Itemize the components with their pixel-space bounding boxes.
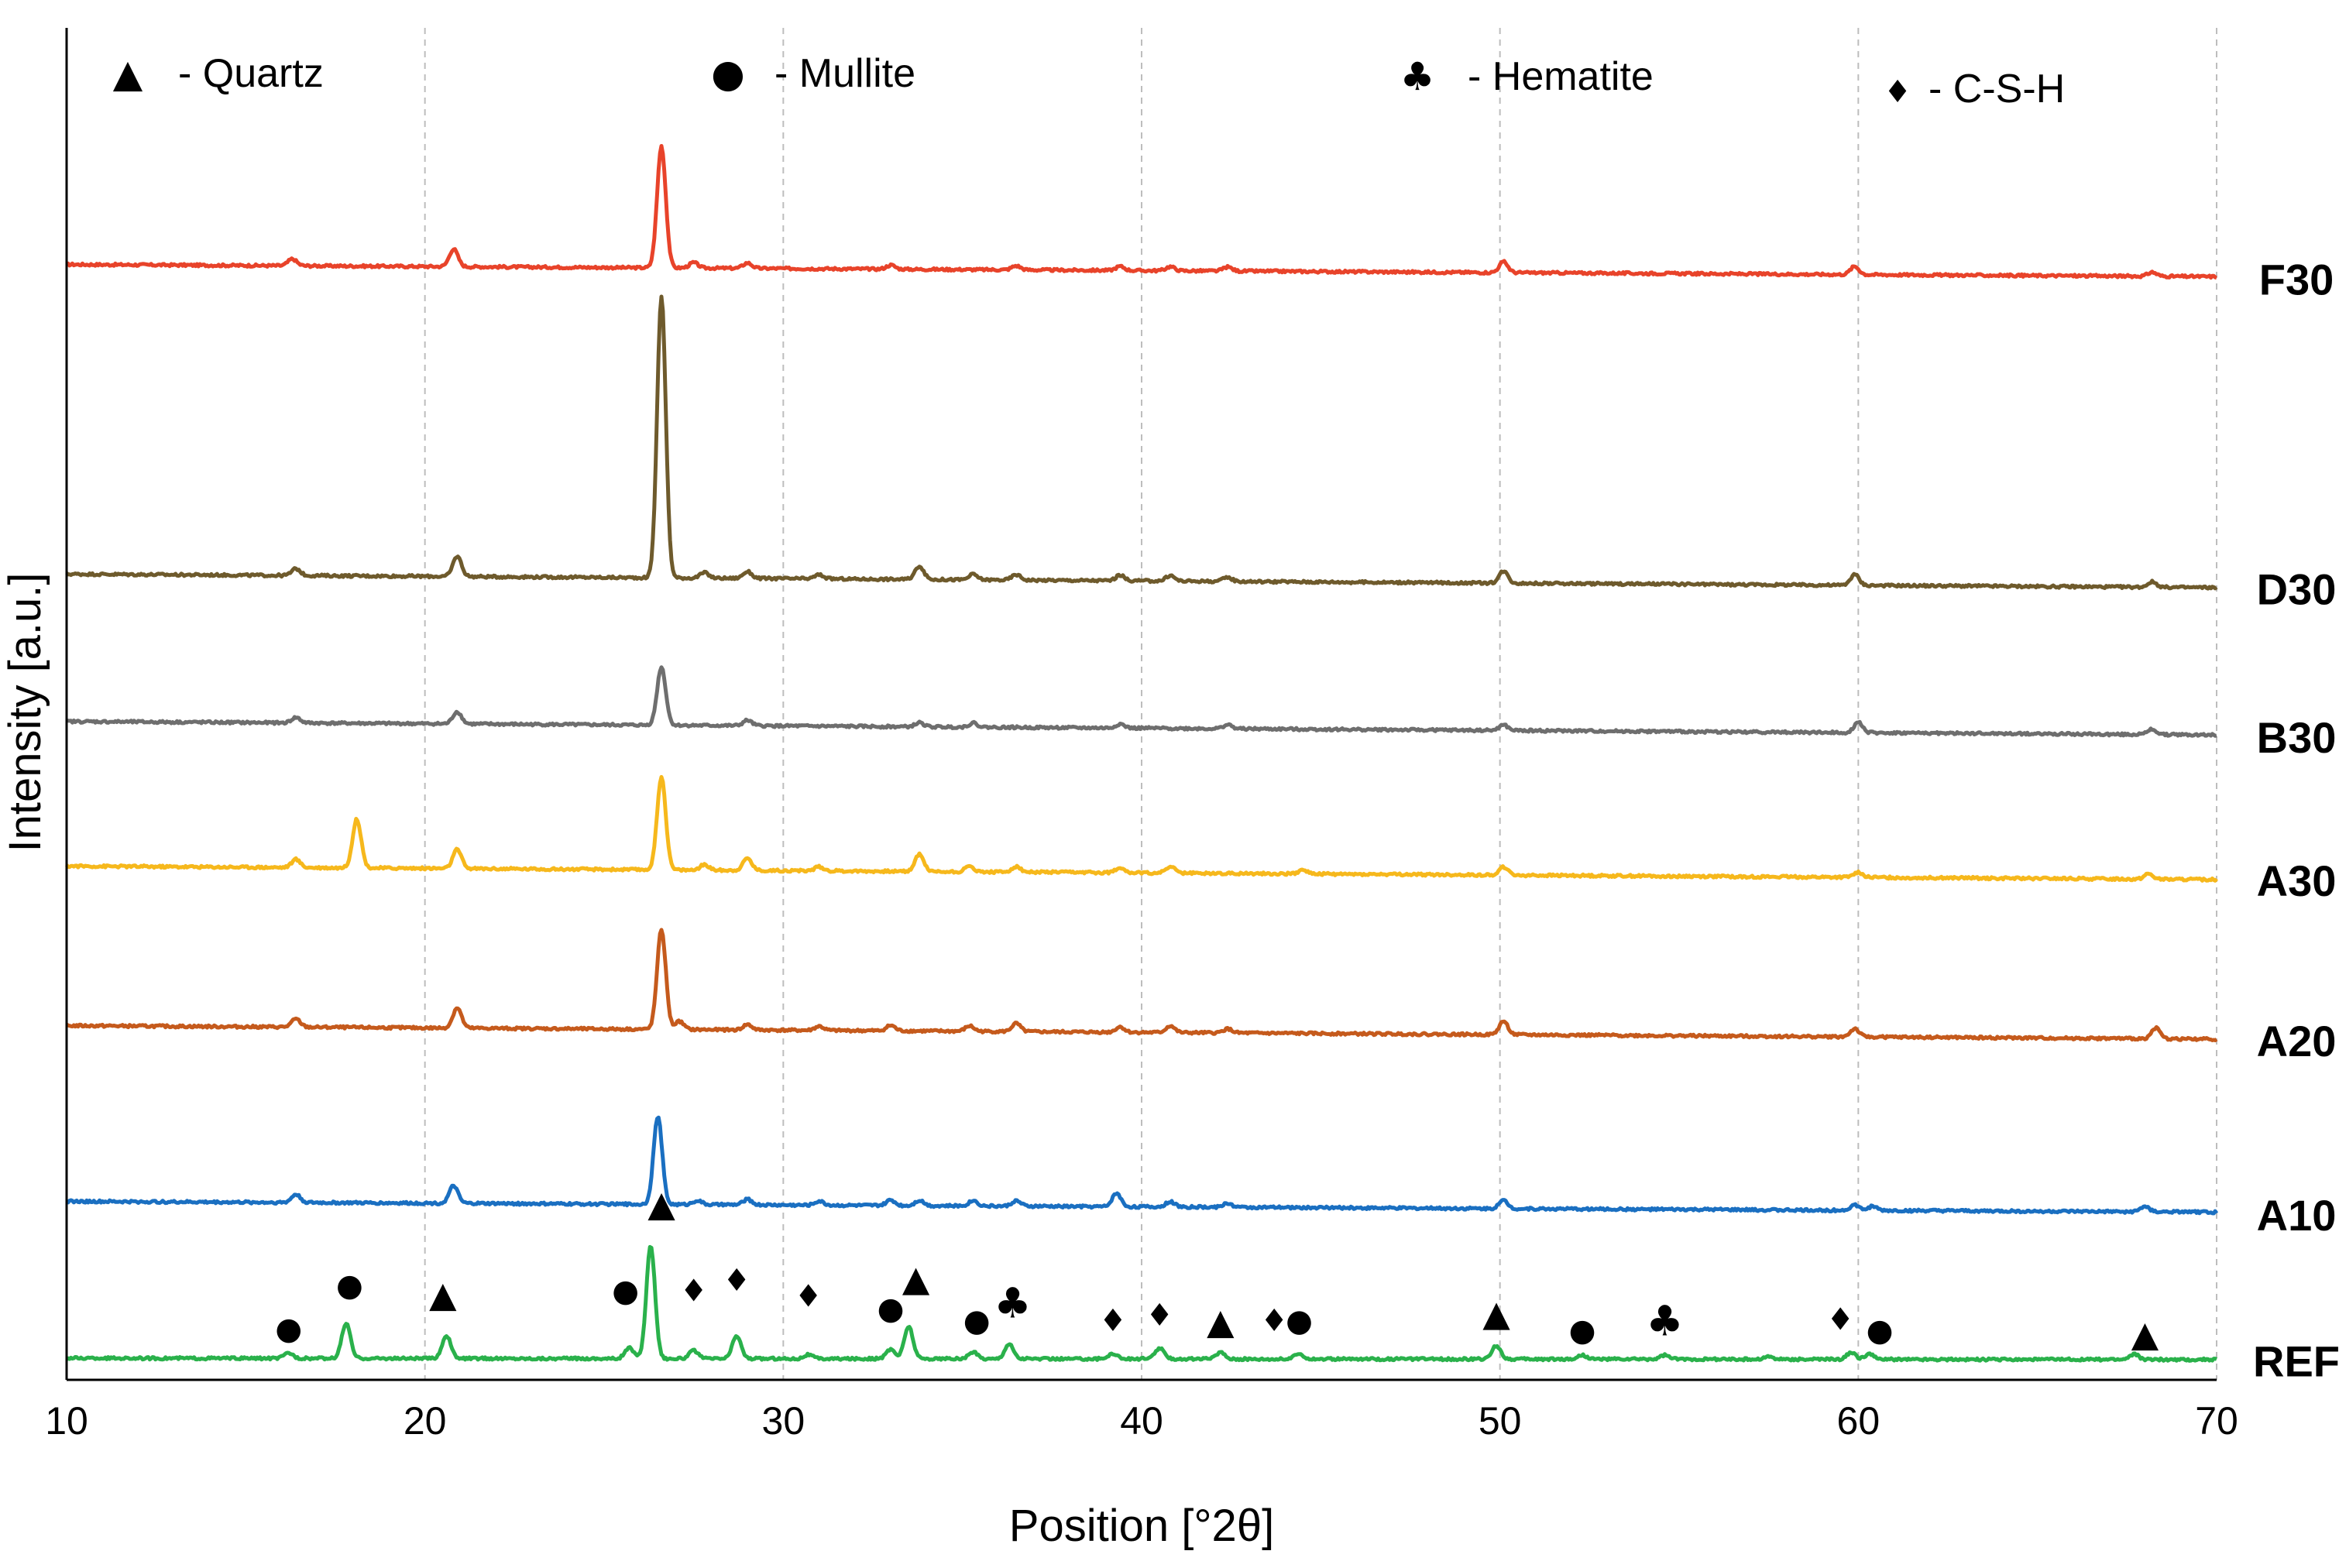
phase-markers: ●● ▲ ●▲♦ ♦ ♦ ●▲● ♣ ♦ ♦ ▲ ♦● ▲ ● ♣ ♦ ● ▲ xyxy=(275,1183,2159,1355)
phase-marker-quartz: ▲ xyxy=(1207,1301,1235,1343)
phase-marker-csh: ♦ xyxy=(680,1274,708,1309)
series-label-ref: REF xyxy=(2253,1336,2339,1385)
series-labels: F30 D30 B30 A30 A20 A10 REF xyxy=(2253,256,2339,1386)
series-line-f30 xyxy=(66,144,2217,280)
x-tick-labels: 10 20 30 40 50 60 70 xyxy=(45,1399,2238,1443)
legend-mullite-icon: ● xyxy=(711,51,745,96)
legend-csh-label: - C-S-H xyxy=(1929,67,2065,112)
x-tick-label-50: 50 xyxy=(1479,1399,1522,1443)
x-tick-label-10: 10 xyxy=(45,1399,88,1443)
phase-marker-csh: ♦ xyxy=(1145,1298,1173,1333)
phase-marker-mullite: ● xyxy=(1286,1303,1313,1339)
phase-marker-quartz: ▲ xyxy=(2131,1312,2159,1354)
x-axis-title: Position [°2θ] xyxy=(1009,1501,1274,1551)
legend-quartz-label: - Quartz xyxy=(178,51,324,96)
phase-marker-hematite: ♣ xyxy=(1646,1296,1683,1345)
series-label-d30: D30 xyxy=(2257,564,2337,613)
series-line-a20 xyxy=(65,928,2218,1042)
x-tick-label-60: 60 xyxy=(1837,1399,1880,1443)
phase-marker-quartz: ▲ xyxy=(902,1257,930,1299)
phase-marker-mullite: ● xyxy=(1867,1312,1894,1348)
x-tick-label-30: 30 xyxy=(762,1399,805,1443)
legend-csh-icon: ♦ xyxy=(1884,74,1911,110)
phase-marker-mullite: ● xyxy=(336,1268,363,1304)
phase-marker-csh: ♦ xyxy=(795,1279,823,1315)
phase-marker-csh: ♦ xyxy=(1826,1302,1854,1337)
phase-marker-csh: ♦ xyxy=(1099,1303,1127,1339)
series-label-b30: B30 xyxy=(2257,713,2337,762)
legend-hematite-icon: ♣ xyxy=(1400,54,1435,99)
phase-marker-csh: ♦ xyxy=(723,1263,750,1299)
y-axis-title: Intensity [a.u.] xyxy=(0,572,50,852)
series-line-a30 xyxy=(65,774,2218,883)
series-label-a10: A10 xyxy=(2257,1191,2337,1240)
x-tick-label-70: 70 xyxy=(2195,1399,2238,1443)
phase-marker-mullite: ● xyxy=(275,1312,302,1347)
legend: ▲ - Quartz ● - Mullite ♣ - Hematite ♦ - C-S-H xyxy=(113,51,2065,112)
phase-marker-csh: ♦ xyxy=(1260,1303,1288,1339)
phase-marker-mullite: ● xyxy=(963,1303,991,1339)
phase-marker-quartz: ▲ xyxy=(429,1274,457,1316)
series-line-ref xyxy=(65,1244,2217,1363)
phase-marker-hematite: ♣ xyxy=(994,1279,1031,1328)
phase-marker-quartz: ▲ xyxy=(1482,1292,1510,1334)
x-tick-label-20: 20 xyxy=(404,1399,447,1443)
legend-hematite-label: - Hematite xyxy=(1468,54,1654,99)
axes xyxy=(65,28,2217,1381)
legend-mullite-label: - Mullite xyxy=(775,51,915,96)
series-label-a30: A30 xyxy=(2257,856,2337,905)
phase-marker-quartz: ▲ xyxy=(647,1183,675,1225)
series-label-a20: A20 xyxy=(2257,1017,2337,1065)
series-line-a10 xyxy=(66,1115,2219,1216)
phase-marker-mullite: ● xyxy=(612,1274,639,1309)
grid-lines xyxy=(424,28,2217,1380)
phase-marker-mullite: ● xyxy=(878,1291,905,1326)
series-lines xyxy=(65,144,2219,1363)
x-tick-label-40: 40 xyxy=(1120,1399,1163,1443)
series-line-d30 xyxy=(65,294,2218,591)
phase-marker-mullite: ● xyxy=(1569,1312,1596,1348)
series-line-b30 xyxy=(66,665,2217,738)
legend-quartz-icon: ▲ xyxy=(113,51,143,96)
series-label-f30: F30 xyxy=(2259,256,2334,304)
